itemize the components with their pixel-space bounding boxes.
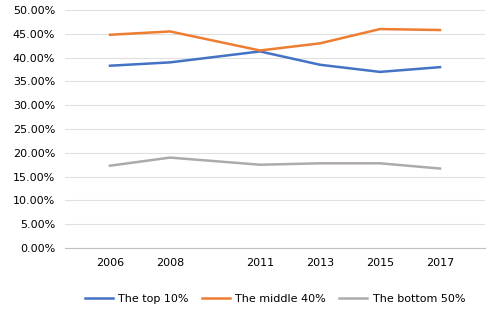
The middle 40% [107,33,113,37]
The top 10% [167,60,173,64]
The bottom 50% [257,163,263,167]
The top 10% [107,64,113,68]
The bottom 50% [377,162,383,165]
Line: The middle 40%: The middle 40% [110,29,440,51]
Legend: The top 10%, The middle 40%, The bottom 50%: The top 10%, The middle 40%, The bottom … [80,289,469,308]
The bottom 50% [167,156,173,160]
The middle 40% [437,28,443,32]
The bottom 50% [437,167,443,170]
The bottom 50% [107,164,113,168]
The middle 40% [257,49,263,52]
The middle 40% [317,41,323,45]
The middle 40% [167,30,173,33]
Line: The top 10%: The top 10% [110,52,440,72]
Line: The bottom 50%: The bottom 50% [110,158,440,169]
The top 10% [377,70,383,74]
The top 10% [317,63,323,67]
The top 10% [257,50,263,53]
The bottom 50% [317,162,323,165]
The middle 40% [377,27,383,31]
The top 10% [437,65,443,69]
